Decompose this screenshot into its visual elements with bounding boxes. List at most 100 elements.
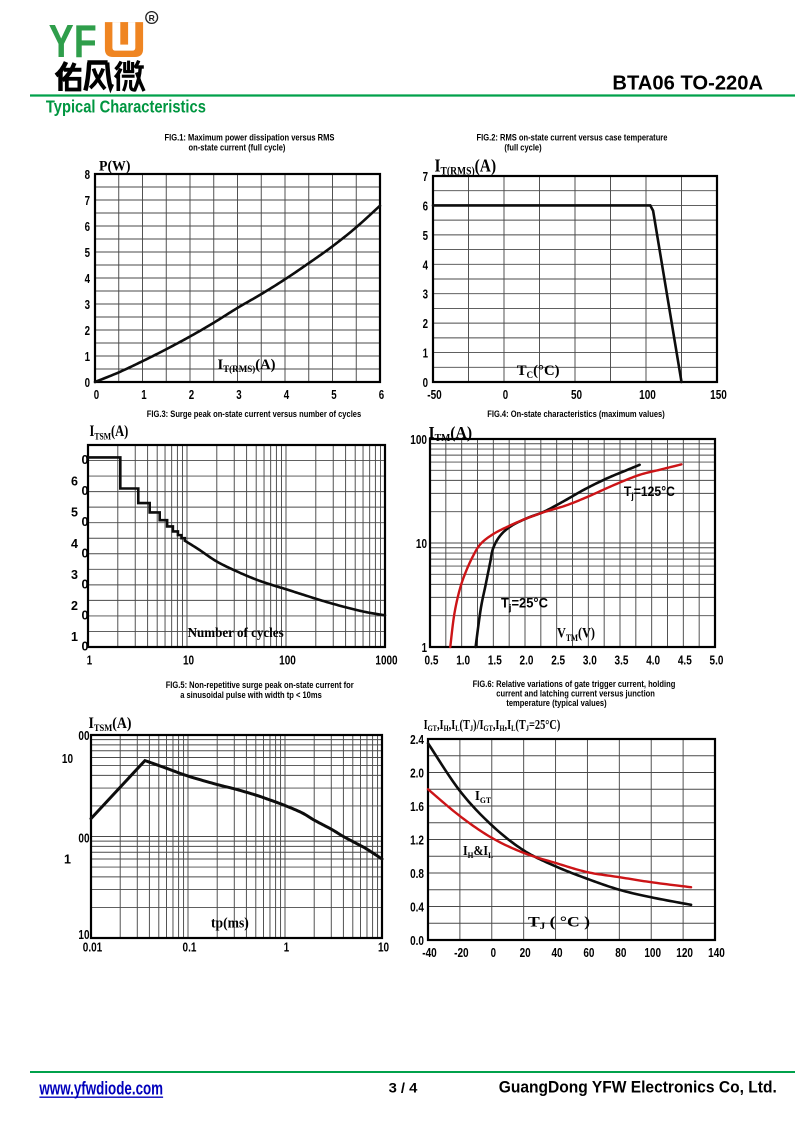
svg-text:0: 0 [82,640,89,654]
svg-text:TJ ( °C ): TJ ( °C ) [528,913,590,932]
svg-text:ITM(A): ITM(A) [429,425,473,445]
svg-text:5: 5 [331,388,336,402]
svg-text:3: 3 [85,298,90,312]
svg-text:IH&IL: IH&IL [463,842,494,860]
svg-text:ITSM(A): ITSM(A) [90,423,129,442]
svg-text:0.5: 0.5 [425,654,439,668]
svg-text:current and latching current v: current and latching current versus junc… [496,689,655,699]
svg-text:Typical Characteristics: Typical Characteristics [46,97,206,117]
svg-text:6: 6 [379,388,384,402]
svg-text:IT(RMS)(A): IT(RMS)(A) [218,357,276,374]
svg-text:1000: 1000 [375,654,397,668]
svg-text:60: 60 [583,946,594,960]
svg-text:0: 0 [94,388,99,402]
svg-text:100: 100 [279,654,296,668]
svg-text:IGT,IH,IL(TJ)/IGT,IH,IL(TJ=25°: IGT,IH,IL(TJ)/IGT,IH,IL(TJ=25°C) [424,717,561,734]
svg-text:150: 150 [710,388,727,402]
svg-text:1.5: 1.5 [488,654,502,668]
svg-text:0.01: 0.01 [83,941,103,955]
svg-text:-40: -40 [422,946,437,960]
svg-text:80: 80 [615,946,626,960]
svg-text:4: 4 [284,388,289,402]
svg-text:1: 1 [422,641,427,655]
svg-text:0: 0 [85,376,90,390]
svg-text:100: 100 [410,433,427,447]
svg-text:1: 1 [71,630,78,644]
svg-text:00: 00 [78,832,89,846]
svg-text:100: 100 [644,946,661,960]
svg-text:2: 2 [71,599,78,613]
svg-text:0: 0 [82,515,89,529]
svg-text:Tj=25°C: Tj=25°C [501,595,548,612]
svg-text:1: 1 [85,350,90,364]
svg-text:10: 10 [378,941,389,955]
svg-text:on-state current (full cycle): on-state current (full cycle) [189,142,286,152]
svg-text:5: 5 [71,506,78,520]
svg-text:10: 10 [416,537,427,551]
svg-text:P(W): P(W) [99,158,131,175]
svg-text:1.2: 1.2 [410,834,424,848]
svg-text:3.0: 3.0 [583,654,597,668]
svg-text:3: 3 [423,288,428,302]
svg-text:5: 5 [423,229,428,243]
svg-text:3: 3 [71,568,78,582]
svg-text:6: 6 [85,220,90,234]
svg-text:2.4: 2.4 [410,733,424,747]
svg-text:FIG.2: RMS on-state current ve: FIG.2: RMS on-state current versus case … [477,132,668,142]
svg-text:00: 00 [78,729,89,743]
svg-text:1: 1 [141,388,146,402]
svg-text:ITSM(A): ITSM(A) [89,715,132,733]
svg-text:3: 3 [236,388,241,402]
svg-text:YF: YF [49,15,97,66]
svg-text:8: 8 [85,168,90,182]
svg-text:(full cycle): (full cycle) [504,142,541,152]
svg-text:4: 4 [423,258,428,272]
svg-text:0: 0 [82,546,89,560]
svg-text:10: 10 [62,752,73,766]
svg-text:5: 5 [85,246,90,260]
svg-text:-20: -20 [454,946,469,960]
svg-text:10: 10 [78,928,89,942]
svg-text:0.4: 0.4 [410,901,424,915]
svg-text:IGT: IGT [475,787,491,805]
svg-text:2.0: 2.0 [410,767,424,781]
svg-text:0: 0 [82,453,89,467]
svg-text:10: 10 [183,654,194,668]
svg-text:www.yfwdiode.com: www.yfwdiode.com [39,1079,163,1099]
svg-text:2: 2 [189,388,194,402]
svg-text:4.0: 4.0 [646,654,660,668]
svg-text:0: 0 [491,946,496,960]
svg-text:0: 0 [423,376,428,390]
svg-text:temperature (typical values): temperature (typical values) [506,698,606,708]
svg-text:0.1: 0.1 [183,941,197,955]
svg-text:TC(°C): TC(°C) [517,363,560,380]
svg-text:FIG.3: Surge peak on-state cur: FIG.3: Surge peak on-state current versu… [147,409,361,419]
svg-text:3 / 4: 3 / 4 [389,1080,418,1096]
svg-text:1.6: 1.6 [410,800,424,814]
svg-text:50: 50 [571,388,582,402]
svg-text:R: R [149,13,155,23]
svg-text:1.0: 1.0 [456,654,470,668]
svg-text:6: 6 [71,475,78,489]
svg-text:a sinusoidal pulse with width: a sinusoidal pulse with width tp < 10ms [180,690,322,700]
svg-text:1: 1 [423,347,428,361]
svg-text:140: 140 [708,946,725,960]
svg-text:FIG.6: Relative variations of: FIG.6: Relative variations of gate trigg… [473,679,676,689]
svg-text:0: 0 [82,577,89,591]
svg-text:BTA06 TO-220A: BTA06 TO-220A [612,72,763,94]
svg-text:20: 20 [520,946,531,960]
svg-text:120: 120 [676,946,693,960]
svg-text:0.0: 0.0 [410,934,424,948]
svg-text:1: 1 [87,654,92,668]
svg-text:7: 7 [85,194,90,208]
svg-text:0: 0 [503,388,508,402]
svg-text:FIG.5: Non-repetitive surge pe: FIG.5: Non-repetitive surge peak on-stat… [166,680,354,690]
svg-text:0: 0 [82,484,89,498]
svg-text:Tj=125°C: Tj=125°C [624,483,675,501]
svg-text:2: 2 [85,324,90,338]
svg-text:Number of cycles: Number of cycles [188,625,284,641]
svg-text:2.0: 2.0 [520,654,534,668]
svg-text:FIG.1: Maximum power dissipati: FIG.1: Maximum power dissipation versus … [165,132,335,142]
svg-text:3.5: 3.5 [615,654,629,668]
svg-text:6: 6 [423,199,428,213]
